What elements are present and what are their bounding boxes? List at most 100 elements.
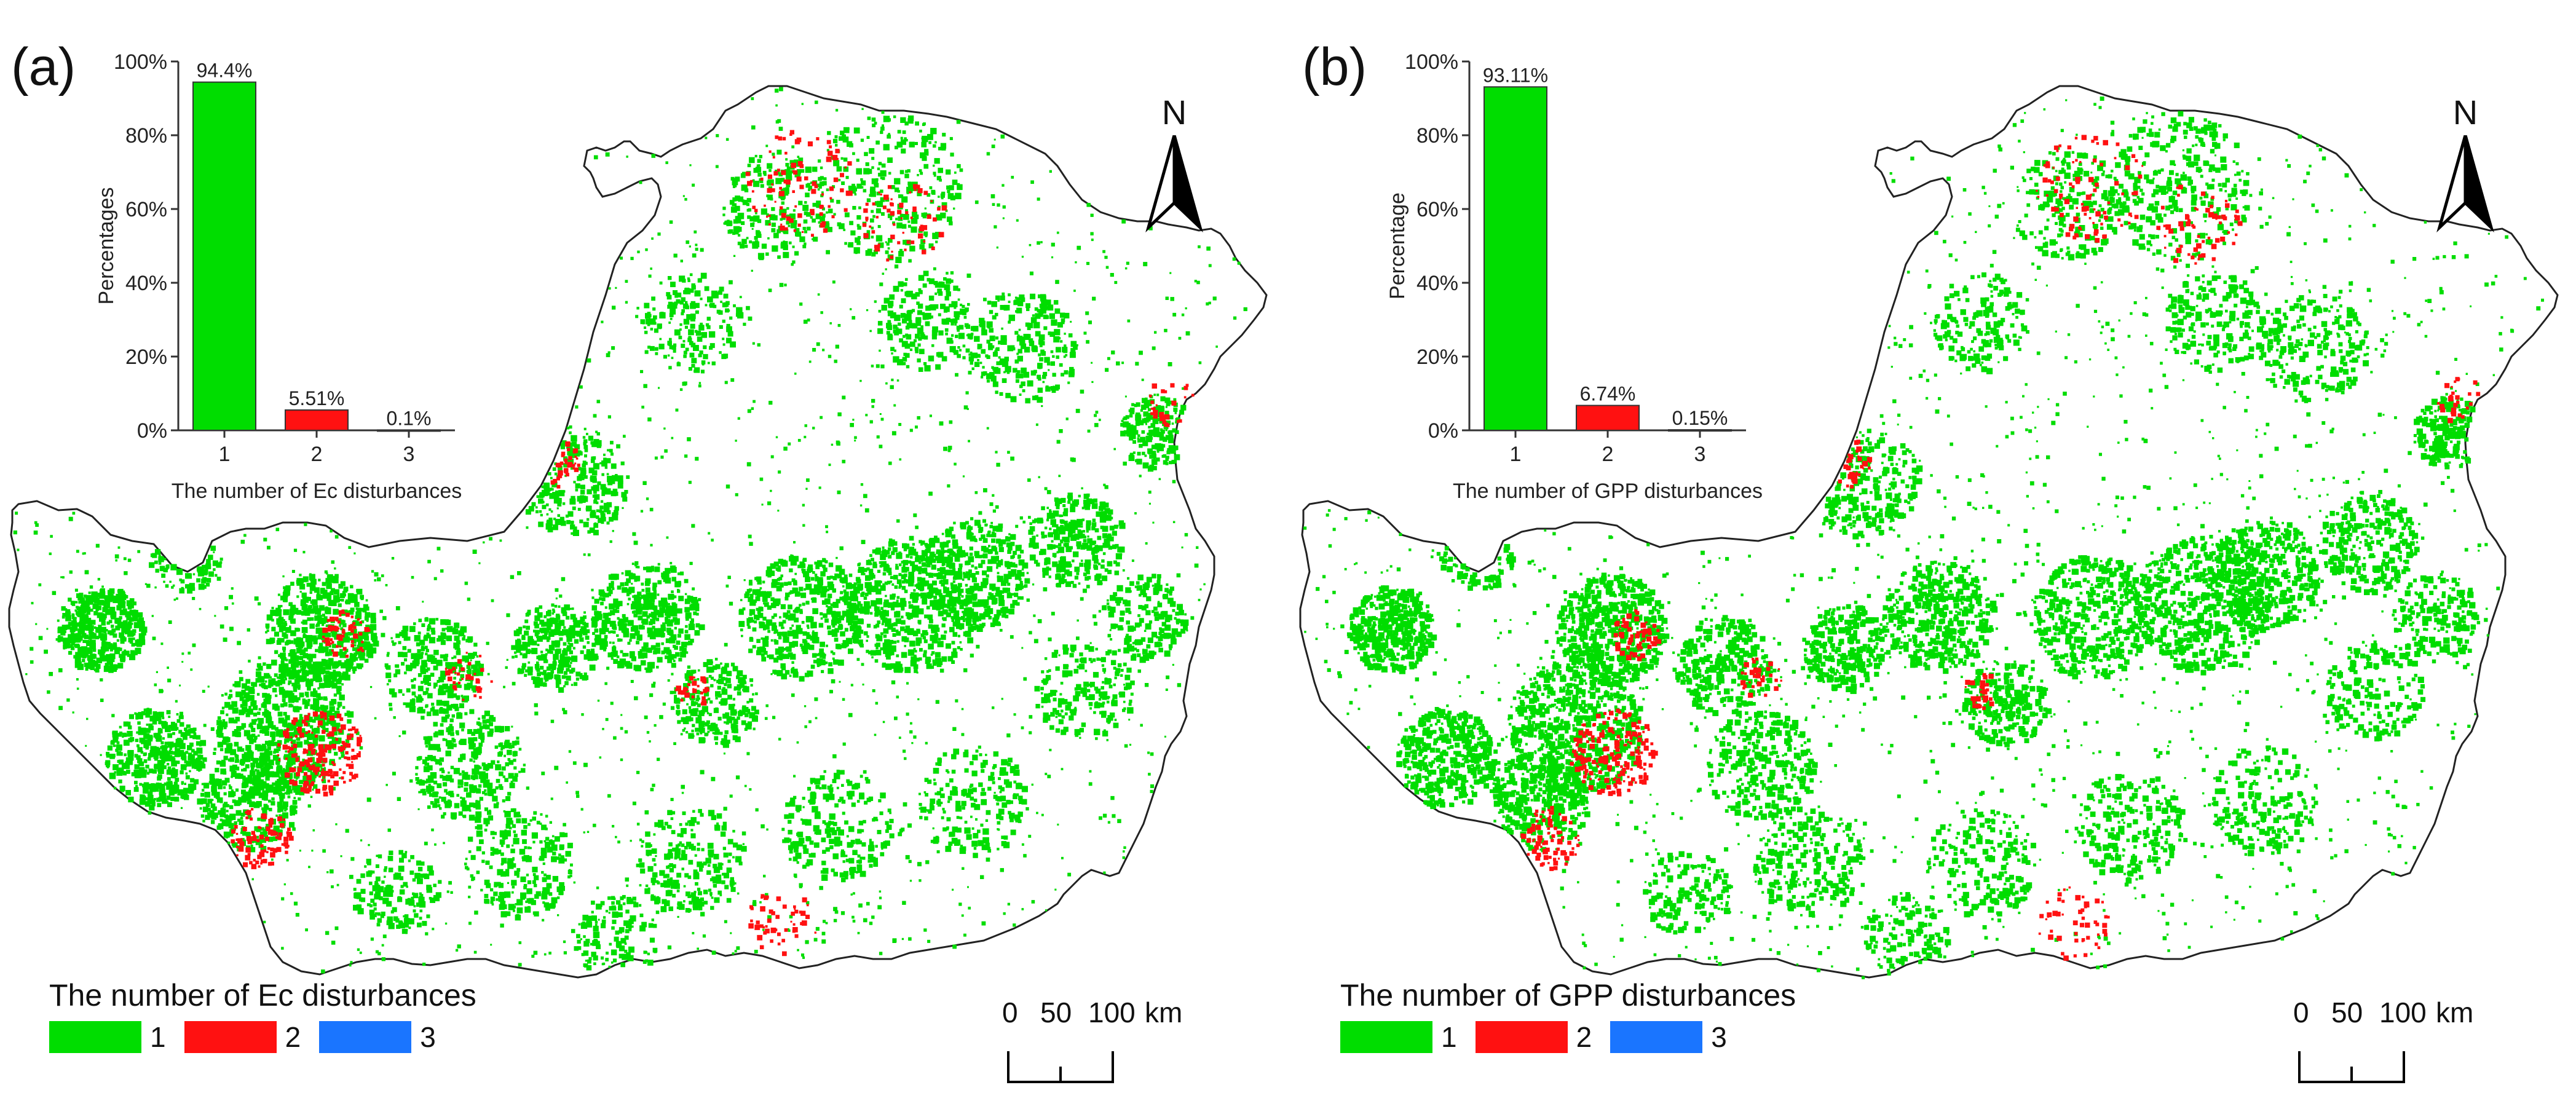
disturbance-pixel (508, 773, 514, 779)
disturbance-pixel (970, 517, 974, 521)
disturbance-pixel (992, 494, 995, 497)
disturbance-pixel (955, 373, 958, 377)
disturbance-pixel (458, 630, 465, 637)
disturbance-pixel (764, 717, 768, 720)
disturbance-pixel (879, 890, 882, 893)
disturbance-pixel (489, 865, 493, 869)
disturbance-pixel (1136, 581, 1140, 585)
disturbance-pixel (870, 218, 874, 223)
disturbance-pixel (252, 757, 259, 764)
disturbance-pixel (216, 720, 222, 725)
disturbance-pixel (874, 300, 877, 303)
disturbance-pixel (264, 711, 271, 718)
disturbance-pixel (100, 601, 103, 605)
disturbance-pixel (316, 693, 321, 698)
disturbance-pixel (323, 674, 330, 682)
disturbance-pixel (860, 138, 864, 142)
disturbance-pixel (437, 804, 441, 808)
disturbance-pixel (213, 748, 217, 751)
disturbance-pixel (829, 322, 832, 325)
disturbance-pixel (229, 813, 235, 819)
disturbance-pixel (534, 630, 539, 635)
disturbance-pixel (631, 583, 633, 585)
disturbance-pixel (934, 792, 938, 795)
disturbance-pixel (667, 631, 671, 635)
disturbance-pixel (145, 764, 149, 769)
disturbance-pixel (291, 740, 296, 745)
disturbance-pixel (512, 655, 515, 659)
disturbance-pixel (994, 225, 997, 229)
disturbance-pixel (97, 606, 101, 610)
disturbance-pixel (1186, 629, 1188, 632)
disturbance-pixel (280, 669, 286, 675)
disturbance-pixel (1021, 843, 1024, 846)
disturbance-pixel (299, 574, 302, 577)
disturbance-pixel (467, 729, 473, 735)
disturbance-pixel (245, 832, 251, 837)
disturbance-pixel (522, 641, 526, 646)
disturbance-pixel (167, 666, 169, 669)
disturbance-pixel (548, 663, 555, 670)
disturbance-pixel (283, 609, 289, 615)
disturbance-pixel (438, 689, 444, 695)
disturbance-pixel (296, 720, 303, 727)
disturbance-pixel (1041, 813, 1044, 816)
disturbance-pixel (986, 427, 989, 430)
disturbance-pixel (833, 918, 837, 923)
disturbance-pixel (668, 609, 674, 616)
disturbance-pixel (652, 582, 657, 588)
disturbance-pixel (247, 750, 253, 756)
disturbance-pixel (240, 748, 245, 752)
disturbance-pixel (285, 784, 289, 787)
disturbance-pixel (391, 640, 394, 643)
disturbance-pixel (968, 440, 970, 443)
disturbance-pixel (929, 414, 932, 417)
disturbance-pixel (181, 652, 184, 655)
disturbance-pixel (547, 626, 550, 629)
disturbance-pixel (917, 698, 920, 701)
disturbance-pixel (424, 634, 429, 639)
disturbance-pixel (724, 642, 728, 647)
disturbance-pixel (939, 421, 944, 426)
disturbance-pixel (139, 636, 145, 642)
disturbance-pixel (258, 717, 264, 724)
disturbance-pixel (340, 581, 346, 586)
disturbance-pixel (594, 610, 599, 615)
disturbance-pixel (888, 572, 892, 575)
disturbance-pixel (268, 799, 271, 803)
disturbance-pixel (673, 607, 676, 610)
disturbance-pixel (1104, 256, 1108, 259)
disturbance-pixel (98, 593, 105, 599)
disturbance-pixel (235, 691, 242, 698)
disturbance-pixel (38, 583, 42, 586)
disturbance-pixel (311, 763, 314, 766)
disturbance-pixel (434, 843, 437, 846)
disturbance-pixel (487, 763, 494, 769)
disturbance-pixel (385, 784, 388, 786)
disturbance-pixel (294, 772, 298, 776)
disturbance-pixel (462, 773, 468, 780)
disturbance-pixel (1046, 490, 1051, 494)
disturbance-pixel (842, 395, 846, 400)
disturbance-pixel (341, 754, 345, 758)
disturbance-pixel (229, 626, 234, 631)
disturbance-pixel (307, 664, 313, 669)
disturbance-pixel (167, 733, 173, 738)
disturbance-pixel (642, 618, 649, 625)
disturbance-pixel (76, 657, 81, 661)
disturbance-pixel (133, 622, 140, 628)
disturbance-pixel (443, 801, 446, 803)
disturbance-pixel (69, 570, 73, 574)
disturbance-pixel (127, 558, 132, 562)
disturbance-pixel (230, 749, 237, 756)
disturbance-pixel (101, 621, 106, 626)
disturbance-pixel (609, 641, 612, 644)
disturbance-pixel (302, 759, 305, 762)
disturbance-pixel (64, 642, 70, 649)
disturbance-pixel (802, 524, 805, 527)
disturbance-pixel (162, 737, 165, 740)
disturbance-pixel (167, 777, 171, 781)
disturbance-pixel (579, 637, 584, 642)
disturbance-pixel (965, 391, 969, 395)
disturbance-pixel (348, 637, 351, 641)
